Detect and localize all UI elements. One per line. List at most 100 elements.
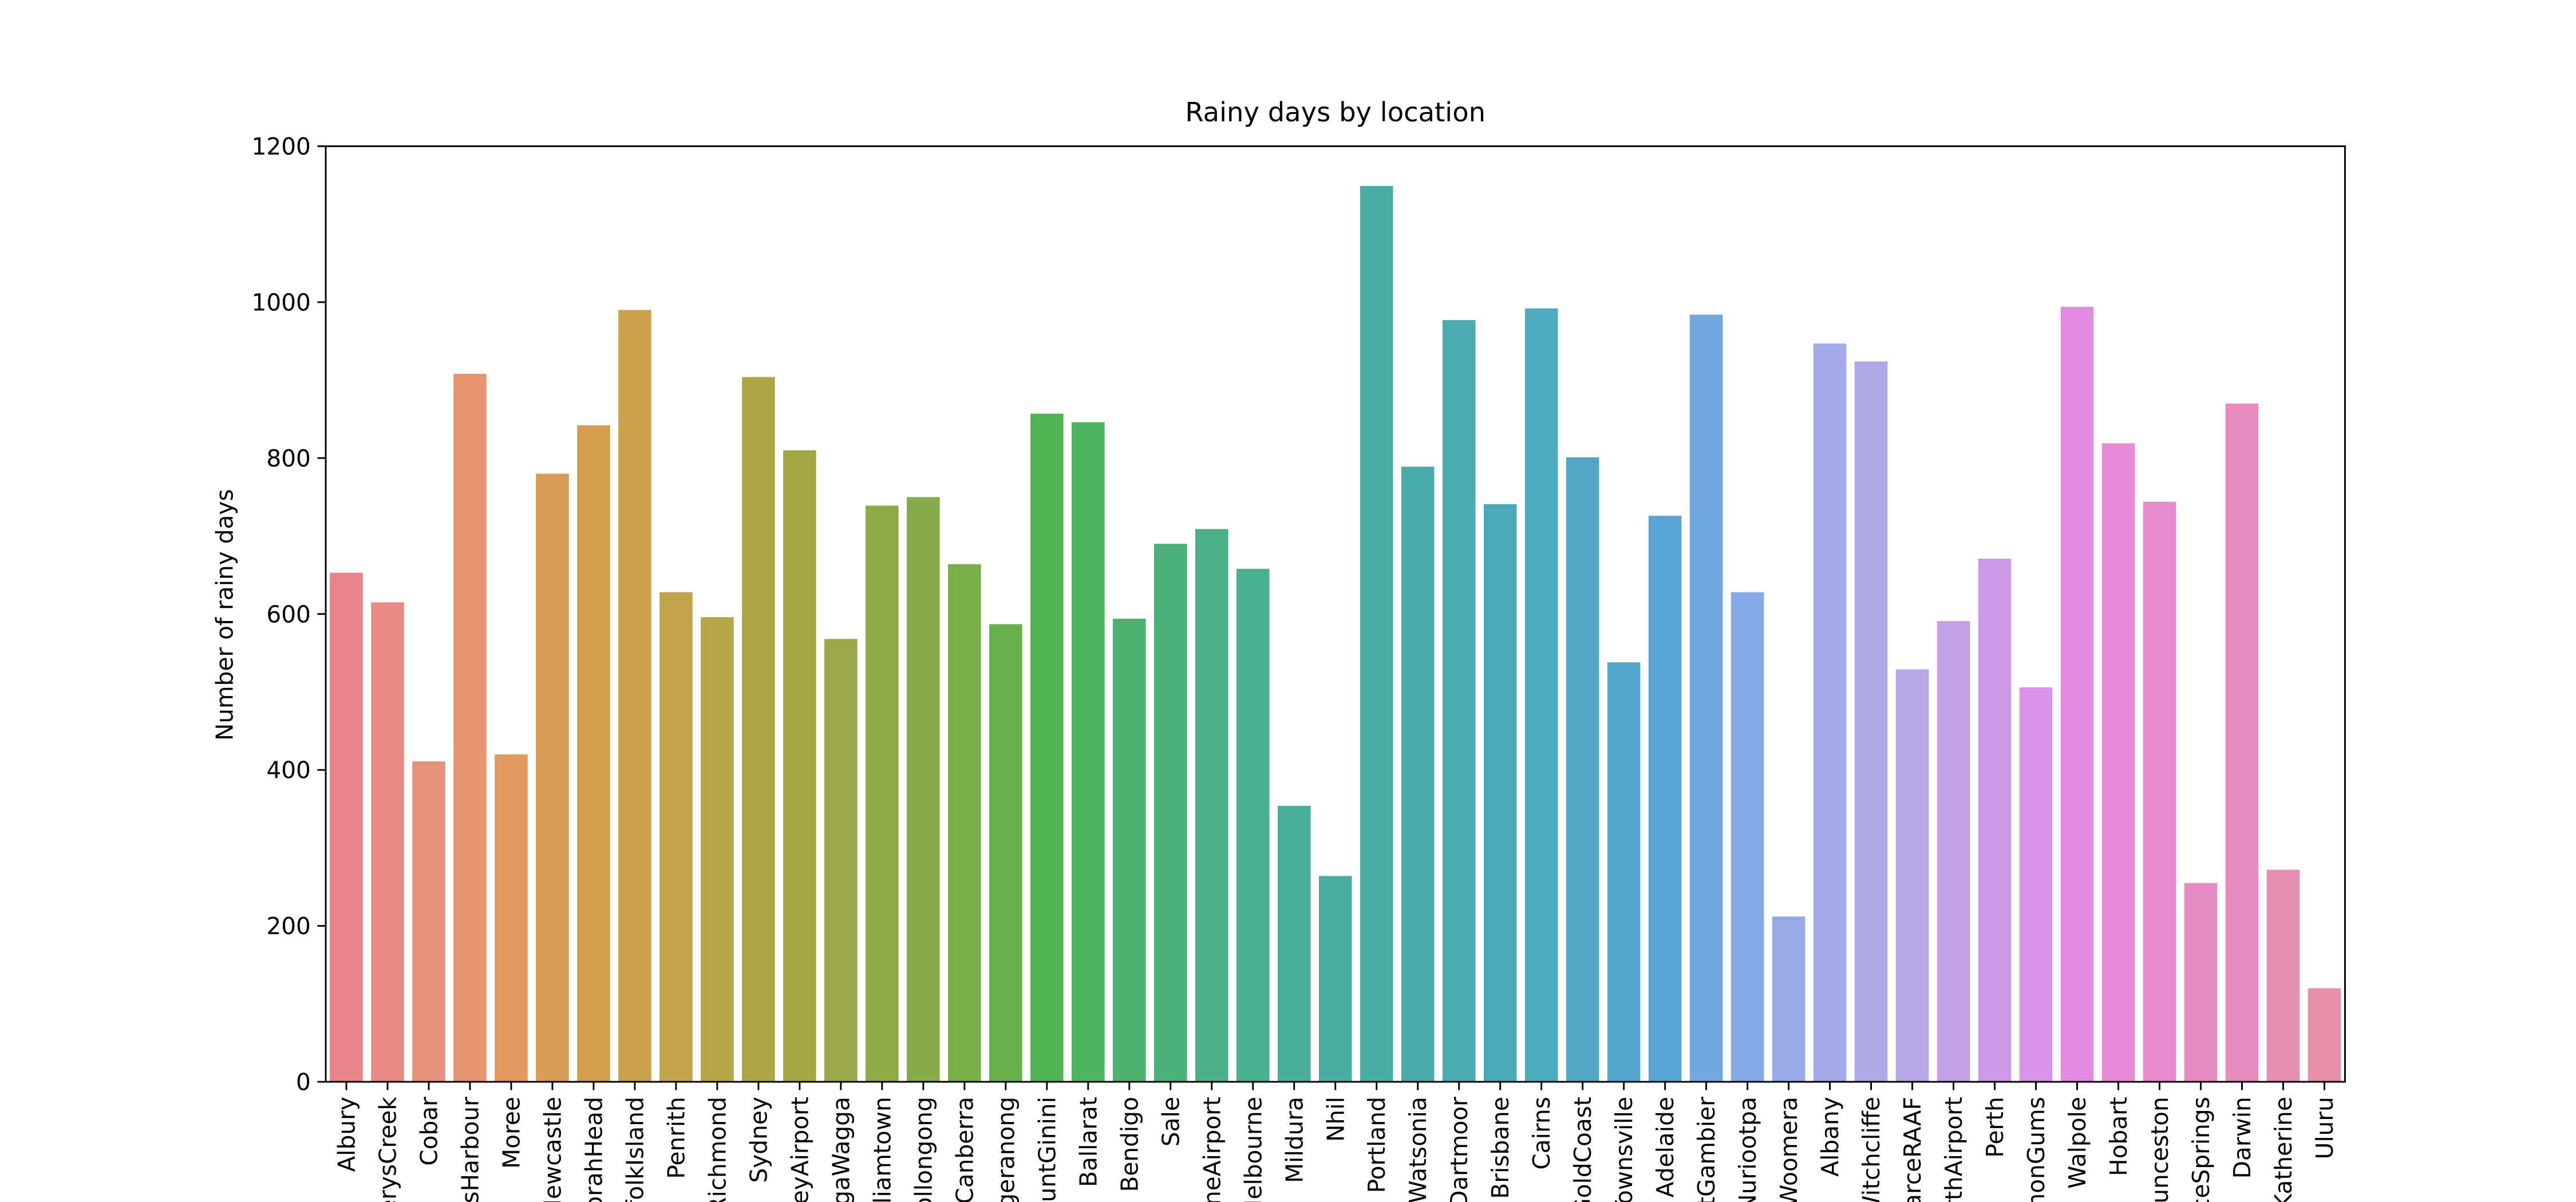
bar (1978, 559, 2012, 1082)
bar (742, 377, 775, 1082)
bar (412, 761, 445, 1082)
bar (1030, 413, 1064, 1082)
bar (824, 639, 858, 1082)
bar (701, 617, 734, 1082)
x-tick-label: NorfolkIsland (621, 1097, 649, 1202)
x-tick-label: Townsville (1610, 1097, 1638, 1202)
x-tick-label: Katherine (2270, 1097, 2297, 1202)
x-tick-label: Moree (497, 1097, 525, 1169)
bar (2308, 988, 2341, 1082)
x-tick-label: Nhil (1322, 1097, 1349, 1142)
x-tick-label: SydneyAirport (786, 1097, 813, 1202)
x-tick-label: CoffsHarbour (457, 1097, 484, 1202)
bar (1277, 805, 1311, 1082)
bar (371, 602, 404, 1082)
bar (618, 310, 651, 1082)
x-tick-label: MountGambier (1693, 1097, 1720, 1202)
x-tick-label: Melbourne (1239, 1097, 1267, 1202)
bar (2266, 869, 2300, 1082)
bar (2225, 403, 2259, 1082)
bar (1895, 669, 1929, 1082)
x-tick-label: Dartmoor (1445, 1097, 1473, 1202)
x-tick-label: MountGinini (1033, 1097, 1061, 1202)
y-tick-label: 800 (266, 445, 311, 472)
x-tick-label: Sale (1157, 1097, 1184, 1146)
chart-title: Rainy days by location (1185, 97, 1485, 128)
bar (948, 564, 981, 1082)
x-tick-label: Nuriootpa (1734, 1097, 1761, 1202)
y-tick-label: 400 (266, 757, 311, 784)
x-tick-label: Newcastle (539, 1097, 566, 1202)
x-tick-label: Watsonia (1404, 1097, 1432, 1202)
bar (1236, 568, 1270, 1082)
x-tick-label: Woomera (1775, 1097, 1803, 1202)
bar (2060, 307, 2094, 1082)
bar (1607, 662, 1641, 1082)
x-tick-label: Bendigo (1116, 1097, 1143, 1192)
x-tick-label: Hobart (2105, 1097, 2132, 1176)
bar (1401, 466, 1435, 1082)
x-tick-label: NorahHead (580, 1097, 607, 1202)
bar (2101, 443, 2135, 1082)
x-tick-label: PerthAirport (1940, 1097, 1967, 1202)
bar (2184, 883, 2218, 1082)
x-tick-label: Mildura (1281, 1097, 1308, 1183)
bar (2019, 687, 2053, 1082)
bar (1483, 504, 1517, 1082)
bar (1854, 361, 1888, 1082)
x-tick-label: Sydney (745, 1097, 772, 1183)
bar (577, 425, 610, 1082)
y-tick-label: 600 (266, 600, 311, 628)
bar (1113, 618, 1146, 1082)
x-tick-label: WaggaWagga (827, 1097, 855, 1202)
bar (783, 450, 816, 1082)
bar (907, 497, 940, 1082)
x-tick-label: Adelaide (1652, 1097, 1679, 1197)
bar (659, 592, 693, 1082)
x-tick-label: Albany (1816, 1097, 1844, 1177)
y-axis-label: Number of rainy days (211, 489, 238, 741)
x-tick-label: MelbourneAirport (1198, 1097, 1226, 1202)
bar (1648, 516, 1682, 1082)
bar (1195, 529, 1228, 1082)
plot-frame (325, 145, 2346, 1083)
bar (1072, 422, 1105, 1082)
bar (1937, 621, 1970, 1082)
bar (1318, 876, 1352, 1082)
bar (1442, 320, 1476, 1082)
bar (1153, 544, 1187, 1082)
bar (330, 572, 363, 1082)
bar (1689, 314, 1723, 1082)
x-tick-label: Albury (333, 1097, 361, 1172)
bar (1360, 185, 1393, 1082)
bar (989, 624, 1022, 1082)
x-tick-label: Cairns (1528, 1097, 1555, 1169)
bar (453, 374, 487, 1082)
x-tick-label: BadgerysCreek (374, 1097, 402, 1202)
x-tick-label: Richmond (704, 1097, 731, 1202)
bar (866, 505, 899, 1082)
x-tick-label: Wollongong (910, 1097, 937, 1202)
bar (1566, 457, 1599, 1082)
x-tick-label: Tuggeranong (992, 1097, 1020, 1202)
x-tick-label: Uluru (2311, 1097, 2338, 1159)
x-tick-label: Portland (1363, 1097, 1390, 1193)
x-tick-label: Brisbane (1487, 1097, 1514, 1199)
bar (2143, 501, 2176, 1082)
y-tick-label: 0 (296, 1069, 311, 1096)
bar (1524, 308, 1558, 1082)
x-tick-label: SalmonGums (2022, 1097, 2050, 1202)
x-tick-label: Walpole (2064, 1097, 2091, 1189)
x-tick-label: PearceRAAF (1899, 1097, 1926, 1202)
x-tick-label: Witchcliffe (1858, 1097, 1885, 1202)
y-tick-label: 1200 (252, 133, 311, 160)
x-tick-label: Ballarat (1074, 1097, 1102, 1187)
x-tick-label: GoldCoast (1569, 1097, 1597, 1202)
y-tick-label: 1000 (252, 288, 311, 316)
x-tick-label: Penrith (662, 1097, 690, 1179)
bar (1813, 343, 1847, 1082)
x-tick-label: Williamtown (868, 1097, 896, 1202)
bar (1772, 916, 1805, 1082)
x-tick-label: Perth (1981, 1097, 2009, 1157)
